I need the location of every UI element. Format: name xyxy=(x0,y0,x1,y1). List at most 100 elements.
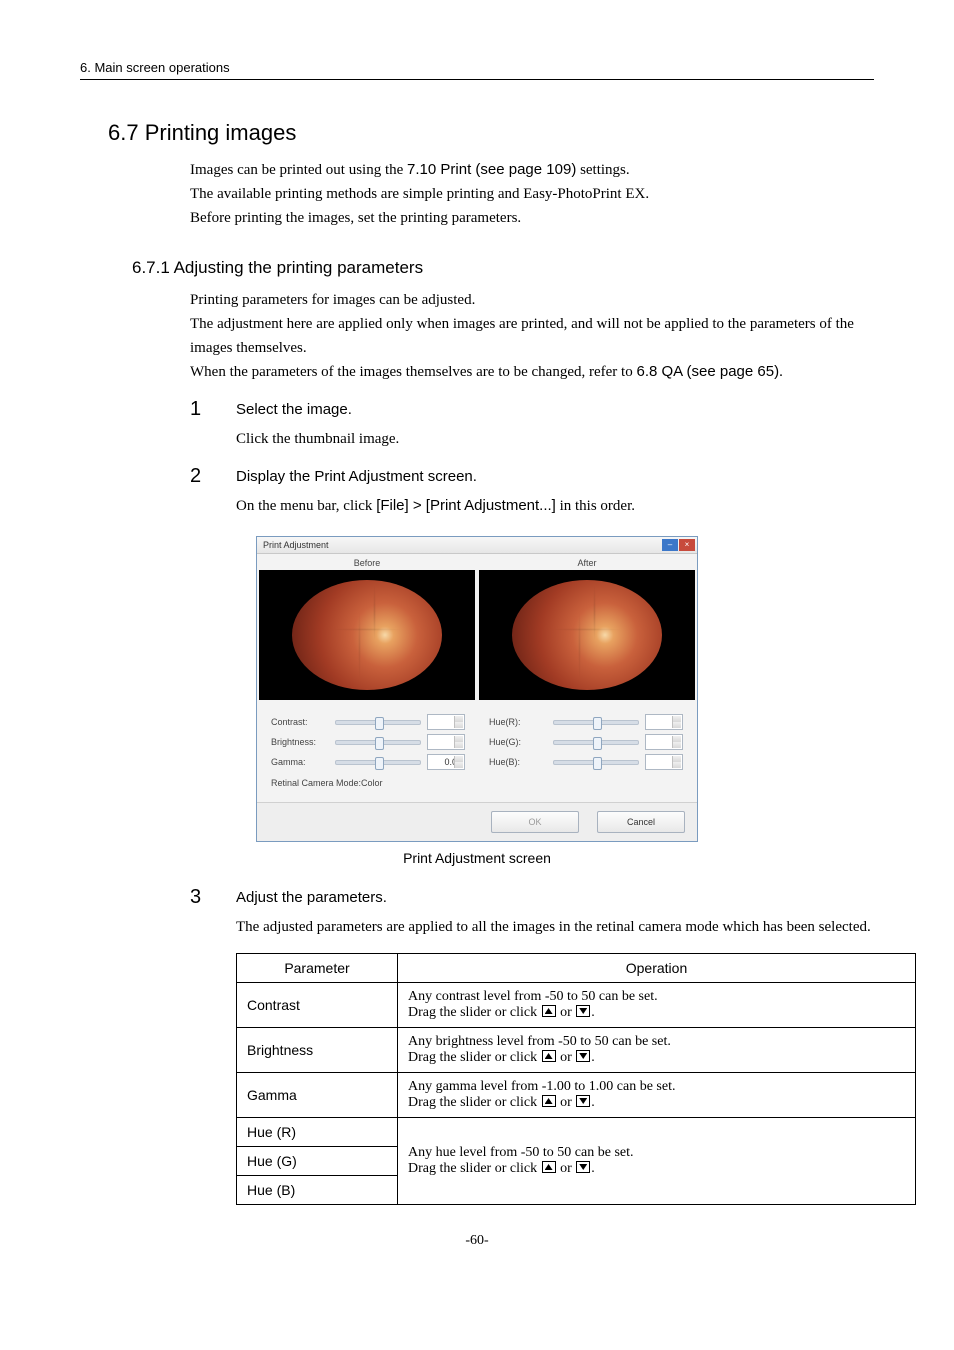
slider-thumb[interactable] xyxy=(375,757,384,770)
down-icon xyxy=(576,1161,590,1173)
slider-value[interactable]: 0 xyxy=(427,734,465,750)
table-row: Contrast Any contrast level from -50 to … xyxy=(237,983,916,1028)
dialog-titlebar: Print Adjustment – × xyxy=(257,537,697,554)
slider-thumb[interactable] xyxy=(593,757,602,770)
retina-image xyxy=(292,580,442,690)
page-header: 6. Main screen operations xyxy=(80,60,874,80)
mode-label: Retinal Camera Mode:Color xyxy=(271,772,683,796)
sliders-panel: Contrast: 0 Brightness: 0 Gamma: xyxy=(257,702,697,802)
preview-image-after xyxy=(479,570,695,700)
op-text: . xyxy=(591,1005,595,1020)
down-icon xyxy=(576,1095,590,1107)
op-text: or xyxy=(557,1161,576,1176)
param-operation: Any contrast level from -50 to 50 can be… xyxy=(398,983,916,1028)
preview-label: After xyxy=(477,554,697,570)
cancel-button[interactable]: Cancel xyxy=(597,811,685,833)
slider-track[interactable] xyxy=(335,740,421,745)
step: 3 Adjust the parameters. xyxy=(190,886,874,909)
section-title: 6.7 Printing images xyxy=(108,120,874,146)
figure-caption: Print Adjustment screen xyxy=(80,850,874,866)
slider-gamma: Gamma: 0.00 xyxy=(271,752,465,772)
op-text: Drag the slider or click xyxy=(408,1095,541,1110)
preview-label: Before xyxy=(257,554,477,570)
slider-track[interactable] xyxy=(553,760,639,765)
slider-label: Brightness: xyxy=(271,737,329,747)
param-operation: Any gamma level from -1.00 to 1.00 can b… xyxy=(398,1073,916,1118)
window-buttons: – × xyxy=(662,539,695,551)
slider-value[interactable]: 0 xyxy=(427,714,465,730)
intro-text: Images can be printed out using the xyxy=(190,162,407,178)
op-text: Any brightness level from -50 to 50 can … xyxy=(408,1034,671,1049)
dialog-footer: OK Cancel xyxy=(257,802,697,841)
slider-label: Hue(G): xyxy=(489,737,547,747)
slider-value[interactable]: 0.00 xyxy=(427,754,465,770)
op-text: Drag the slider or click xyxy=(408,1005,541,1020)
up-icon xyxy=(542,1161,556,1173)
slider-value[interactable]: 0 xyxy=(645,754,683,770)
up-icon xyxy=(542,1095,556,1107)
param-name: Gamma xyxy=(237,1073,398,1118)
parameters-table: Parameter Operation Contrast Any contras… xyxy=(236,953,916,1205)
page-number: -60- xyxy=(80,1233,874,1249)
menu-path: [File] > [Print Adjustment...] xyxy=(376,497,556,514)
body-text: in this order. xyxy=(556,498,635,514)
slider-brightness: Brightness: 0 xyxy=(271,732,465,752)
slider-hue-b: Hue(B): 0 xyxy=(489,752,683,772)
up-icon xyxy=(542,1050,556,1062)
op-text: Drag the slider or click xyxy=(408,1050,541,1065)
step-body: Click the thumbnail image. xyxy=(236,427,874,451)
slider-track[interactable] xyxy=(335,720,421,725)
intro-text: Before printing the images, set the prin… xyxy=(190,210,521,226)
print-adjustment-dialog: Print Adjustment – × Before After xyxy=(256,536,698,842)
slider-thumb[interactable] xyxy=(593,717,602,730)
param-name: Contrast xyxy=(237,983,398,1028)
op-text: or xyxy=(557,1050,576,1065)
op-text: Any gamma level from -1.00 to 1.00 can b… xyxy=(408,1079,675,1094)
table-row: Hue (R) Any hue level from -50 to 50 can… xyxy=(237,1118,916,1147)
op-text: Drag the slider or click xyxy=(408,1161,541,1176)
slider-thumb[interactable] xyxy=(375,737,384,750)
preview-after: After xyxy=(477,554,697,702)
slider-thumb[interactable] xyxy=(375,717,384,730)
param-operation: Any hue level from -50 to 50 can be set.… xyxy=(398,1118,916,1205)
slider-thumb[interactable] xyxy=(593,737,602,750)
step-title: Select the image. xyxy=(236,398,352,418)
up-icon xyxy=(542,1005,556,1017)
ok-button[interactable]: OK xyxy=(491,811,579,833)
slider-label: Hue(R): xyxy=(489,717,547,727)
preview-row: Before After xyxy=(257,554,697,702)
slider-value[interactable]: 0 xyxy=(645,714,683,730)
close-icon[interactable]: × xyxy=(679,539,695,551)
param-name: Hue (G) xyxy=(237,1147,398,1176)
body-text: The adjustment here are applied only whe… xyxy=(190,316,854,356)
col-operation: Operation xyxy=(398,954,916,983)
preview-before: Before xyxy=(257,554,477,702)
intro-xref: 7.10 Print (see page 109) xyxy=(407,161,576,178)
slider-hue-g: Hue(G): 0 xyxy=(489,732,683,752)
retina-image xyxy=(512,580,662,690)
step-number: 3 xyxy=(190,886,236,909)
op-text: Any contrast level from -50 to 50 can be… xyxy=(408,989,658,1004)
step-body: The adjusted parameters are applied to a… xyxy=(236,915,874,939)
slider-track[interactable] xyxy=(553,740,639,745)
slider-label: Hue(B): xyxy=(489,757,547,767)
preview-image-before xyxy=(259,570,475,700)
intro-text: settings. xyxy=(576,162,629,178)
slider-track[interactable] xyxy=(335,760,421,765)
op-text: . xyxy=(591,1095,595,1110)
slider-hue-r: Hue(R): 0 xyxy=(489,712,683,732)
param-operation: Any brightness level from -50 to 50 can … xyxy=(398,1028,916,1073)
step: 1 Select the image. xyxy=(190,398,874,421)
param-name: Hue (R) xyxy=(237,1118,398,1147)
slider-track[interactable] xyxy=(553,720,639,725)
op-text: Any hue level from -50 to 50 can be set. xyxy=(408,1145,634,1160)
section-intro: Images can be printed out using the 7.10… xyxy=(190,158,874,230)
table-header-row: Parameter Operation xyxy=(237,954,916,983)
minimize-icon[interactable]: – xyxy=(662,539,678,551)
slider-value[interactable]: 0 xyxy=(645,734,683,750)
table-row: Gamma Any gamma level from -1.00 to 1.00… xyxy=(237,1073,916,1118)
subsection-body: Printing parameters for images can be ad… xyxy=(190,288,874,384)
col-parameter: Parameter xyxy=(237,954,398,983)
param-name: Brightness xyxy=(237,1028,398,1073)
step-title: Adjust the parameters. xyxy=(236,886,387,906)
